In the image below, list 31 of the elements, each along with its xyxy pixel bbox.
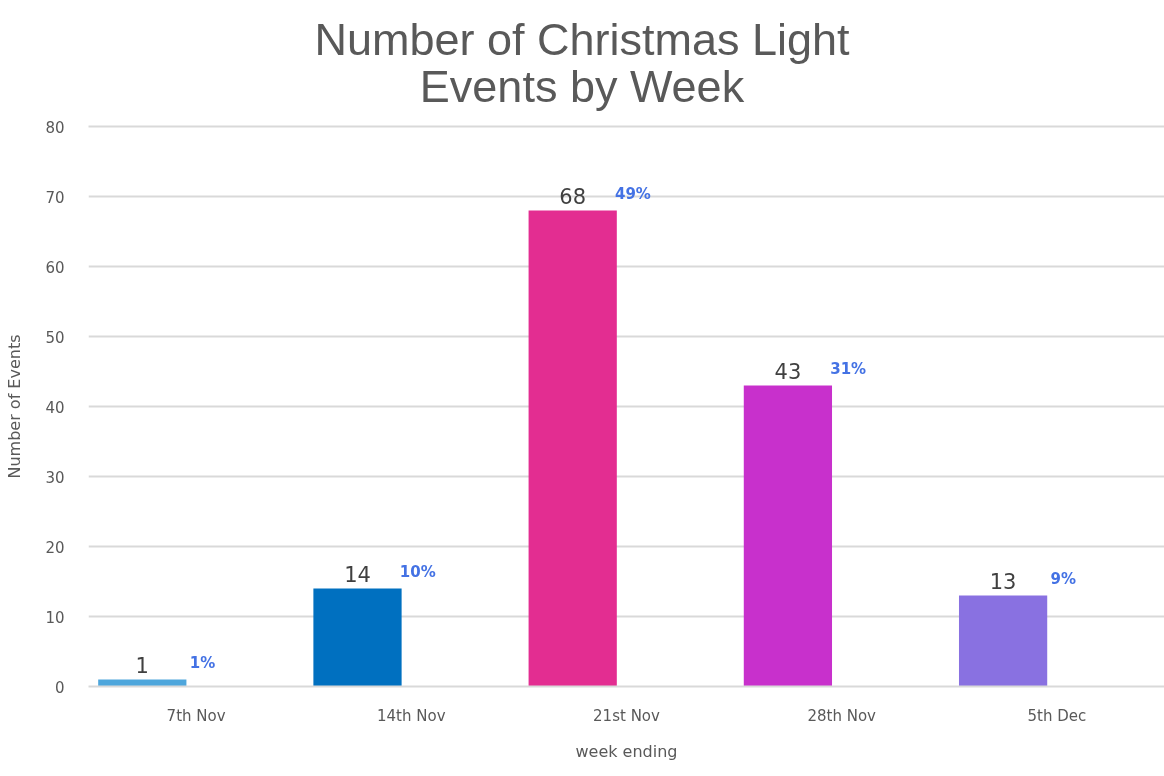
y-tick-label: 10: [45, 608, 65, 627]
bar: [313, 588, 402, 687]
x-tick-label: 7th Nov: [166, 706, 226, 725]
data-label: 43: [774, 359, 802, 384]
chart-title: Number of Christmas Light Events by Week: [314, 14, 850, 113]
y-axis-title: Number of Events: [5, 334, 25, 479]
x-tick-label: 28th Nov: [807, 706, 877, 725]
data-label: 68: [559, 184, 587, 209]
y-tick-label: 70: [45, 188, 65, 207]
data-label: 14: [344, 562, 371, 587]
bar: [743, 385, 833, 687]
annotation: 9%: [1050, 569, 1077, 588]
y-tick-label: 50: [45, 328, 65, 347]
y-tick-label: 40: [45, 398, 65, 417]
y-tick-label: 30: [45, 468, 65, 487]
y-tick-label: 60: [45, 258, 65, 277]
bar: [528, 210, 617, 687]
x-axis-title: week ending: [575, 741, 678, 761]
data-label: 1: [135, 653, 149, 678]
annotation: 1%: [189, 653, 216, 672]
x-tick-label: 14th Nov: [377, 706, 446, 725]
annotation: 31%: [830, 359, 867, 378]
annotation: 10%: [399, 562, 436, 581]
x-tick-label: 5th Dec: [1027, 706, 1087, 725]
y-tick-label: 80: [45, 118, 65, 137]
y-tick-label: 0: [54, 678, 65, 697]
bar: [958, 595, 1048, 687]
annotation: 49%: [615, 184, 651, 203]
y-tick-label: 20: [45, 538, 65, 557]
data-label: 13: [989, 569, 1017, 594]
x-tick-label: 21st Nov: [593, 706, 661, 725]
